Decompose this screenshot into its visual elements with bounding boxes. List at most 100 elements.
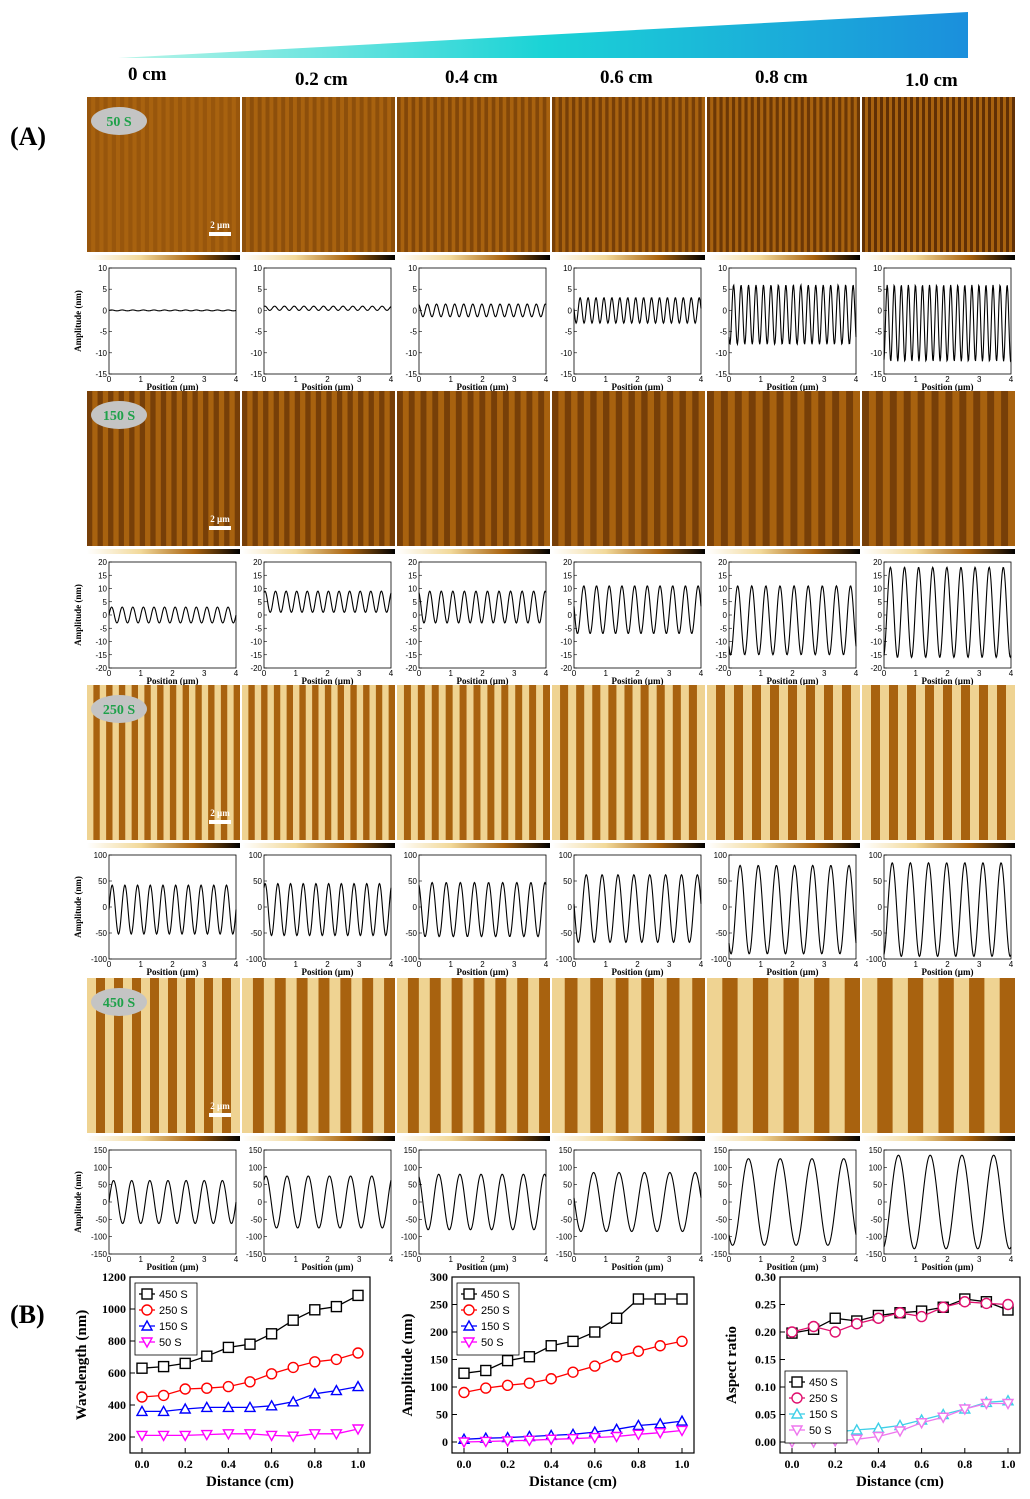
profile-ytick-label: 15 — [563, 571, 572, 580]
afm-stripe — [678, 97, 682, 252]
data-point — [308, 1429, 321, 1441]
profile-ytick-label: 20 — [563, 558, 572, 567]
profile-ytick-label: -5 — [565, 328, 573, 337]
afm-stripe — [916, 685, 925, 840]
afm-stripe — [590, 391, 597, 546]
legend-label: 50 S — [809, 1425, 832, 1437]
time-badge-label: 250 S — [103, 703, 136, 718]
afm-stripe — [615, 391, 623, 546]
data-point — [589, 1360, 601, 1372]
data-point — [654, 1427, 667, 1440]
profile-ytick-label: 100 — [249, 851, 263, 860]
afm-stripe — [535, 97, 540, 252]
profile-xtick-label: 0 — [262, 1255, 267, 1264]
profile-xtick-label: 4 — [854, 960, 859, 969]
afm-stripe — [719, 97, 723, 252]
profile-ytick-label: -20 — [560, 664, 572, 673]
profile-ytick-label: 100 — [404, 851, 418, 860]
afm-stripe — [603, 978, 616, 1133]
profile-xtick-label: 3 — [202, 375, 207, 384]
profile-ytick-label: 5 — [878, 285, 883, 294]
profile-curve — [108, 606, 237, 624]
data-point — [937, 1412, 950, 1424]
afm-image-bg — [552, 97, 705, 252]
afm-stripe — [273, 391, 279, 546]
afm-stripe — [477, 97, 481, 252]
afm-stripe — [368, 391, 374, 546]
afm-stripe — [603, 391, 610, 546]
scale-bar — [209, 526, 231, 530]
profile-frame — [263, 1149, 392, 1255]
afm-stripe — [108, 391, 114, 546]
afm-image — [397, 391, 550, 546]
profile-xlabel: Position (µm) — [767, 1262, 819, 1272]
legend-label: 250 S — [481, 1305, 510, 1317]
data-point — [675, 1414, 689, 1426]
data-point — [893, 1426, 907, 1438]
profile-ytick-label: -20 — [95, 664, 107, 673]
afm-stripe — [964, 97, 967, 252]
afm-stripe — [433, 97, 438, 252]
data-point — [135, 1430, 149, 1442]
afm-stripe — [202, 97, 207, 252]
afm-stripe — [265, 97, 270, 252]
afm-stripe — [671, 97, 676, 252]
afm-stripe — [249, 97, 254, 252]
profile-ytick-label: 50 — [718, 1181, 727, 1190]
afm-stripe — [161, 97, 166, 252]
colorbar — [707, 1136, 860, 1141]
data-point — [244, 1376, 256, 1388]
profile-ytick-label: 0 — [568, 611, 573, 620]
afm-stripe — [336, 97, 341, 252]
profile-xtick-label: 3 — [202, 1255, 207, 1264]
afm-stripe — [97, 391, 103, 546]
afm-stripe — [725, 685, 734, 840]
profile-xtick-label: 2 — [480, 1255, 485, 1264]
data-point — [308, 1387, 321, 1399]
profile-ytick-label: -10 — [560, 349, 572, 358]
afm-stripe — [970, 685, 979, 840]
afm-stripe — [707, 391, 714, 546]
data-point — [545, 1340, 557, 1352]
afm-stripe — [462, 978, 474, 1133]
chart-frame — [129, 1276, 371, 1454]
data-point — [654, 1417, 667, 1429]
profile-ytick-label: -5 — [410, 624, 418, 633]
afm-stripe — [748, 391, 756, 546]
profile-xtick-label: 1 — [449, 960, 454, 969]
afm-image — [242, 685, 395, 840]
afm-stripe — [768, 978, 784, 1133]
profile-ytick-label: 0 — [413, 306, 418, 315]
data-point — [791, 1392, 803, 1404]
profile-ytick-label: -10 — [95, 638, 107, 647]
profile-ytick-label: 50 — [563, 877, 572, 886]
data-point — [567, 1335, 579, 1348]
afm-image-bg — [397, 391, 550, 546]
profile-ytick-label: -5 — [255, 328, 263, 337]
xtick-label: 0.4 — [871, 1457, 886, 1471]
profile-xtick-label: 4 — [1009, 960, 1014, 969]
afm-stripe — [329, 978, 341, 1133]
profile-ytick-label: 5 — [723, 598, 728, 607]
profile-xtick-label: 2 — [790, 669, 795, 678]
afm-image — [242, 391, 395, 546]
xtick-label: 1.0 — [351, 1457, 366, 1471]
afm-stripe — [862, 391, 869, 546]
afm-stripe — [862, 978, 878, 1133]
afm-stripe — [294, 391, 301, 546]
afm-stripe — [344, 685, 351, 840]
data-point — [179, 1430, 192, 1442]
chart: 200 400 600 800 1000 1200 0.0 0.2 0.4 0.6 0.8 1.0 Di… — [74, 1270, 371, 1490]
profile-xlabel: Position (µm) — [457, 967, 509, 977]
afm-stripe — [455, 391, 462, 546]
profile-xlabel: Position (µm) — [922, 967, 974, 977]
profile-xtick-label: 1 — [139, 960, 144, 969]
legend-label: 250 S — [159, 1305, 188, 1317]
profile-ytick-label: -50 — [560, 929, 572, 938]
profile-ytick-label: 5 — [568, 598, 573, 607]
profile-ytick-label: -15 — [560, 370, 572, 379]
data-point — [501, 1379, 514, 1392]
afm-stripe — [176, 685, 183, 840]
